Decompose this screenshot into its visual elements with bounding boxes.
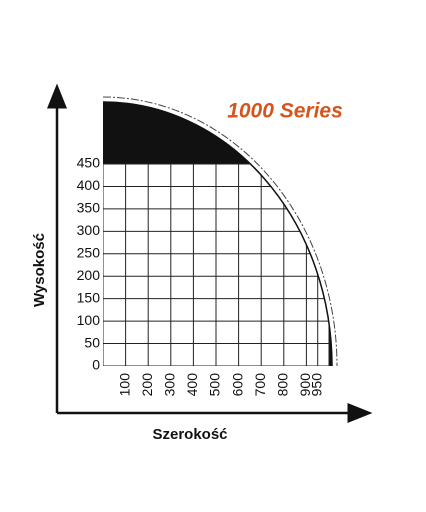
y-tick-label: 350 <box>77 200 101 216</box>
x-tick-label: 500 <box>207 373 223 397</box>
y-tick-label: 200 <box>77 267 101 283</box>
title: 1000 Series <box>227 100 343 123</box>
outer-arc <box>102 96 338 367</box>
x-tick-label: 400 <box>184 373 200 397</box>
x-tick-label: 600 <box>229 373 245 397</box>
y-tick-label: 250 <box>77 244 101 260</box>
x-tick-label: 700 <box>252 373 268 397</box>
y-tick-label: 450 <box>77 155 101 171</box>
arc <box>102 101 333 367</box>
plot-area <box>103 102 332 366</box>
y-tick-label: 0 <box>92 357 100 373</box>
x-tick-label: 950 <box>308 373 324 397</box>
x-tick-label: 200 <box>139 373 155 397</box>
x-tick-label: 100 <box>116 373 132 397</box>
y-tick-label: 50 <box>84 334 100 350</box>
x-tick-label: 900 <box>297 373 313 397</box>
y-tick-label: 300 <box>77 222 101 238</box>
y-axis-label: Wysokość <box>31 233 48 307</box>
y-tick-label: 150 <box>77 289 101 305</box>
x-axis-label: Szerokość <box>152 426 227 443</box>
x-tick-label: 800 <box>275 373 291 397</box>
y-tick-label: 100 <box>77 312 101 328</box>
x-tick-label: 300 <box>162 373 178 397</box>
y-tick-label: 400 <box>77 177 101 193</box>
